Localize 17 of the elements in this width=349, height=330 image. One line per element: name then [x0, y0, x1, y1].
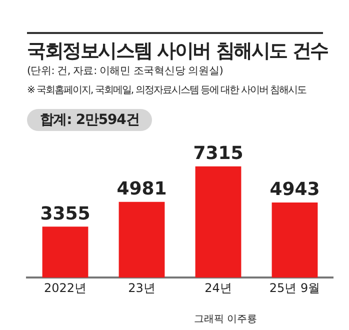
chart-title: 국회정보시스템 사이버 침해시도 건수 [27, 39, 328, 64]
data-label: 3355 [40, 203, 90, 224]
x-tick-label: 24년 [204, 280, 232, 295]
bar [42, 226, 88, 278]
data-label: 7315 [193, 143, 244, 164]
text: 그래픽 이주룡 [194, 313, 258, 326]
chart-subtitle: (단위: 건, 자료: 이해민 조국혁신당 의원실) [27, 64, 223, 78]
data-label: 4981 [116, 178, 167, 200]
text: 합계: 2만594건 [27, 109, 152, 131]
text: ※ 국회홈페이지, 국회메일, 의정자료시스템 등에 대한 사이버 침해시도 [27, 84, 306, 97]
bar [272, 202, 318, 278]
x-tick-label: 2022년 [44, 280, 87, 295]
x-tick-label: 25년 9월 [269, 280, 320, 295]
bar [118, 202, 165, 278]
x-tick-label: 23년 [128, 280, 156, 295]
bar [195, 166, 242, 278]
data-label: 4943 [270, 179, 320, 200]
